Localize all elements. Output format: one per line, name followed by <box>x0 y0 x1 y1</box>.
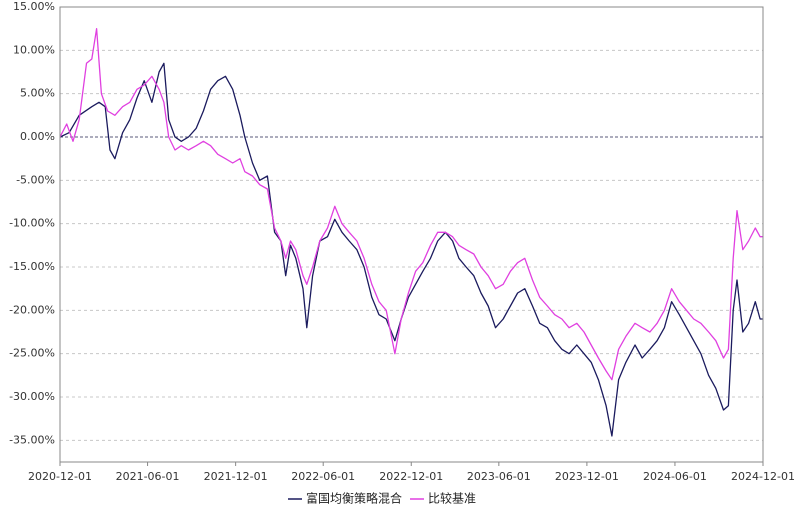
y-tick-label: -30.00% <box>9 390 55 403</box>
y-tick-label: -20.00% <box>9 303 55 316</box>
y-tick-label: -35.00% <box>9 433 55 446</box>
y-tick-label: 5.00% <box>20 87 55 100</box>
y-tick-label: 10.00% <box>13 43 55 56</box>
grid-lines <box>60 6 763 441</box>
x-tick-label: 2024-06-01 <box>643 470 707 483</box>
x-tick-label: 2024-12-01 <box>731 470 795 483</box>
y-tick-label: -10.00% <box>9 217 55 230</box>
y-tick-label: -5.00% <box>16 173 55 186</box>
y-tick-label: -15.00% <box>9 260 55 273</box>
legend: 富国均衡策略混合 比较基准 <box>288 491 476 506</box>
legend-label-benchmark: 比较基准 <box>428 491 476 506</box>
y-axis-tick-labels: 15.00% 10.00% 5.00% 0.00% -5.00% -10.00% -15.0… <box>9 0 55 446</box>
x-tick-label: 2021-06-01 <box>116 470 180 483</box>
y-tick-label: 0.00% <box>20 130 55 143</box>
y-tick-label: 15.00% <box>13 0 55 13</box>
legend-label-fund: 富国均衡策略混合 <box>306 491 402 506</box>
x-tick-label: 2020-12-01 <box>28 470 92 483</box>
y-tick-label: -25.00% <box>9 347 55 360</box>
series-line-benchmark <box>59 28 763 381</box>
x-tick-label: 2022-12-01 <box>379 470 443 483</box>
series-line-fund <box>59 62 763 437</box>
x-tick-label: 2023-06-01 <box>467 470 531 483</box>
x-axis-tick-labels: 2020-12-01 2021-06-01 2021-12-01 2022-06-01… <box>28 462 795 483</box>
x-tick-label: 2022-06-01 <box>291 470 355 483</box>
series-lines <box>59 28 763 437</box>
x-tick-label: 2023-12-01 <box>555 470 619 483</box>
x-tick-label: 2021-12-01 <box>204 470 268 483</box>
